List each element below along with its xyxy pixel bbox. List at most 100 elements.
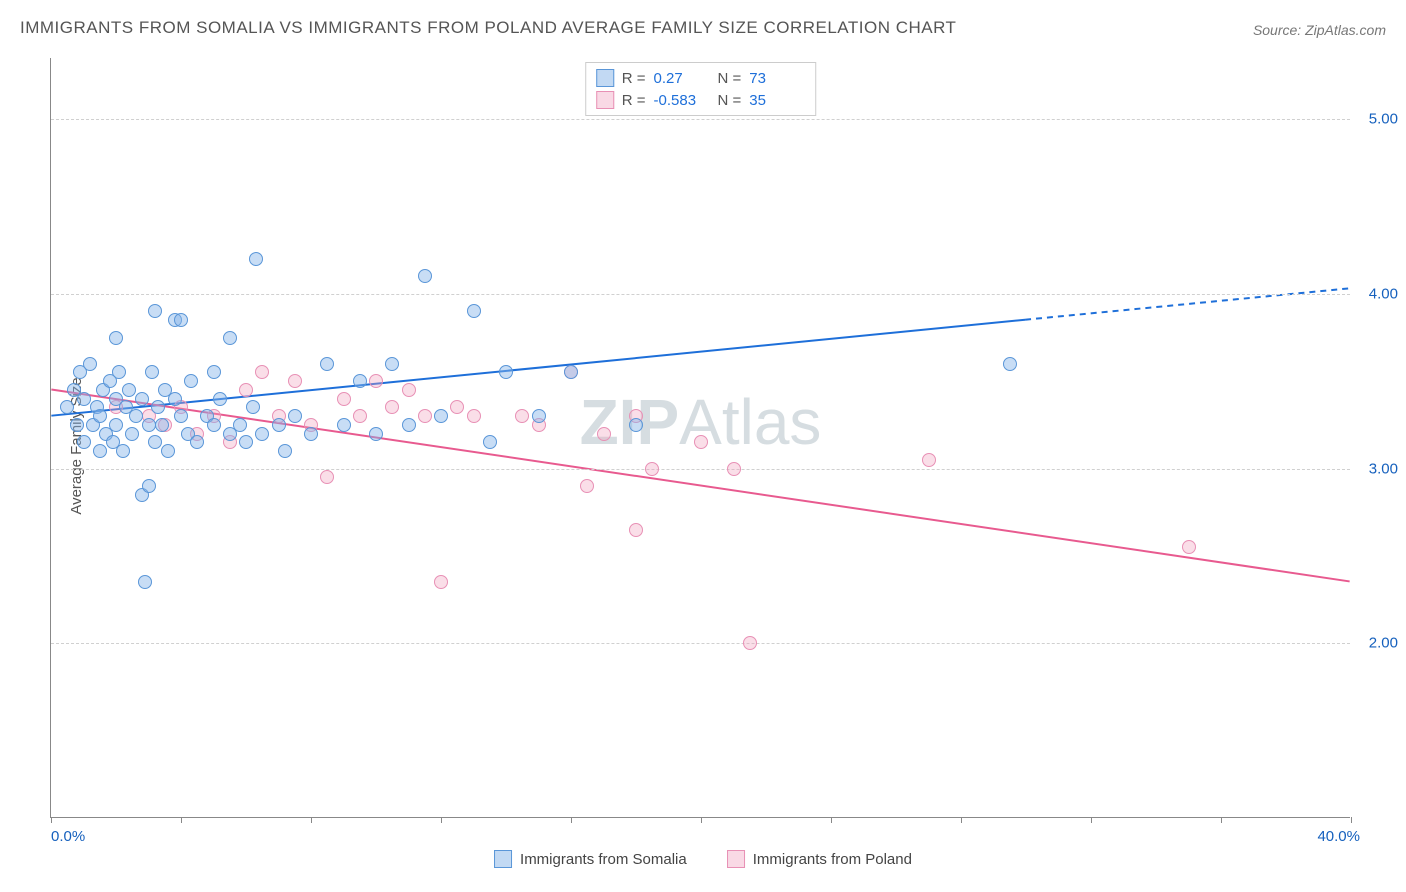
data-point-poland <box>288 374 302 388</box>
x-tick-mark <box>571 817 572 823</box>
data-point-somalia <box>122 383 136 397</box>
data-point-poland <box>353 409 367 423</box>
r-label-2: R = <box>622 92 646 109</box>
data-point-somalia <box>77 435 91 449</box>
data-point-somalia <box>272 418 286 432</box>
data-point-somalia <box>168 392 182 406</box>
data-point-poland <box>694 435 708 449</box>
data-point-somalia <box>116 444 130 458</box>
x-tick-mark <box>1091 817 1092 823</box>
legend-item-somalia: Immigrants from Somalia <box>494 850 687 868</box>
poland-label: Immigrants from Poland <box>753 851 912 868</box>
data-point-somalia <box>246 400 260 414</box>
data-point-somalia <box>142 418 156 432</box>
swatch-blue-icon <box>596 69 614 87</box>
gridline-h <box>51 643 1350 644</box>
data-point-poland <box>922 453 936 467</box>
data-point-somalia <box>499 365 513 379</box>
somalia-label: Immigrants from Somalia <box>520 851 687 868</box>
x-tick-mark <box>51 817 52 823</box>
x-tick-mark <box>961 817 962 823</box>
data-point-somalia <box>142 479 156 493</box>
x-tick-mark <box>1351 817 1352 823</box>
data-point-somalia <box>148 304 162 318</box>
r-label: R = <box>622 70 646 87</box>
data-point-somalia <box>402 418 416 432</box>
data-point-somalia <box>434 409 448 423</box>
data-point-somalia <box>83 357 97 371</box>
swatch-blue-icon-2 <box>494 850 512 868</box>
data-point-somalia <box>564 365 578 379</box>
somalia-r: 0.27 <box>654 70 710 87</box>
data-point-poland <box>515 409 529 423</box>
data-point-somalia <box>112 365 126 379</box>
x-tick-mark <box>311 817 312 823</box>
data-point-poland <box>629 523 643 537</box>
data-point-poland <box>337 392 351 406</box>
data-point-somalia <box>255 427 269 441</box>
chart-container: IMMIGRANTS FROM SOMALIA VS IMMIGRANTS FR… <box>0 0 1406 892</box>
data-point-somalia <box>135 392 149 406</box>
plot-area: ZIPAtlas R = 0.27 N = 73 R = -0.583 N = … <box>50 58 1350 818</box>
data-point-somalia <box>93 444 107 458</box>
data-point-somalia <box>155 418 169 432</box>
data-point-somalia <box>532 409 546 423</box>
data-point-poland <box>645 462 659 476</box>
data-point-poland <box>580 479 594 493</box>
data-point-somalia <box>109 418 123 432</box>
data-point-somalia <box>184 374 198 388</box>
data-point-somalia <box>138 575 152 589</box>
data-point-poland <box>402 383 416 397</box>
data-point-poland <box>369 374 383 388</box>
data-point-poland <box>727 462 741 476</box>
x-tick-mark <box>1221 817 1222 823</box>
data-point-somalia <box>161 444 175 458</box>
data-point-somalia <box>385 357 399 371</box>
poland-n: 35 <box>749 92 805 109</box>
data-point-somalia <box>249 252 263 266</box>
swatch-pink-icon <box>596 91 614 109</box>
data-point-somalia <box>233 418 247 432</box>
data-point-poland <box>1182 540 1196 554</box>
data-point-poland <box>239 383 253 397</box>
gridline-h <box>51 469 1350 470</box>
x-tick-mark <box>181 817 182 823</box>
legend-item-poland: Immigrants from Poland <box>727 850 912 868</box>
data-point-poland <box>743 636 757 650</box>
gridline-h <box>51 294 1350 295</box>
data-point-somalia <box>337 418 351 432</box>
somalia-n: 73 <box>749 70 805 87</box>
swatch-pink-icon-2 <box>727 850 745 868</box>
data-point-poland <box>385 400 399 414</box>
x-max-label: 40.0% <box>1317 828 1360 845</box>
data-point-somalia <box>145 365 159 379</box>
data-point-somalia <box>60 400 74 414</box>
data-point-somalia <box>629 418 643 432</box>
data-point-somalia <box>239 435 253 449</box>
data-point-somalia <box>77 392 91 406</box>
legend-row-poland: R = -0.583 N = 35 <box>596 89 806 111</box>
data-point-somalia <box>213 392 227 406</box>
data-point-somalia <box>174 313 188 327</box>
data-point-somalia <box>129 409 143 423</box>
data-point-somalia <box>174 409 188 423</box>
data-point-poland <box>450 400 464 414</box>
data-point-somalia <box>304 427 318 441</box>
data-point-somalia <box>125 427 139 441</box>
data-point-somalia <box>70 418 84 432</box>
source-label: Source: ZipAtlas.com <box>1253 22 1386 38</box>
data-point-somalia <box>207 365 221 379</box>
data-point-somalia <box>320 357 334 371</box>
data-point-somalia <box>223 331 237 345</box>
y-tick-label: 5.00 <box>1369 111 1398 128</box>
data-point-somalia <box>288 409 302 423</box>
data-point-somalia <box>207 418 221 432</box>
data-point-somalia <box>148 435 162 449</box>
data-point-somalia <box>151 400 165 414</box>
x-tick-mark <box>441 817 442 823</box>
chart-title: IMMIGRANTS FROM SOMALIA VS IMMIGRANTS FR… <box>20 18 956 38</box>
legend-row-somalia: R = 0.27 N = 73 <box>596 67 806 89</box>
data-point-poland <box>320 470 334 484</box>
data-point-somalia <box>93 409 107 423</box>
gridline-h <box>51 119 1350 120</box>
